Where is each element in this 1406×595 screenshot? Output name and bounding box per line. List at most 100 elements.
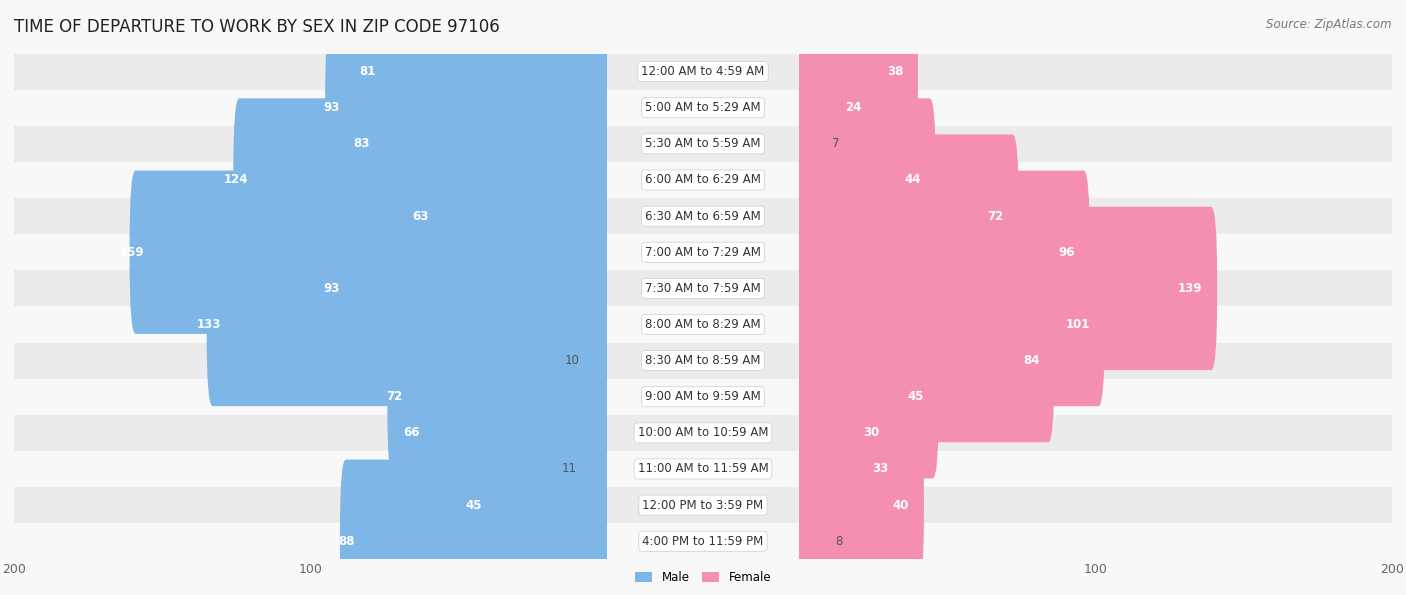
Bar [606, 451, 800, 487]
Bar [606, 343, 800, 378]
Text: 7:00 AM to 7:29 AM: 7:00 AM to 7:29 AM [645, 246, 761, 259]
Bar [14, 90, 606, 126]
FancyBboxPatch shape [793, 315, 939, 478]
Text: 93: 93 [323, 101, 340, 114]
Text: 12:00 AM to 4:59 AM: 12:00 AM to 4:59 AM [641, 65, 765, 78]
FancyBboxPatch shape [387, 315, 613, 478]
Text: 101: 101 [1066, 318, 1090, 331]
FancyBboxPatch shape [793, 171, 1090, 334]
Text: 7: 7 [832, 137, 839, 151]
Bar [800, 343, 1392, 378]
Bar [800, 234, 1392, 270]
Text: 83: 83 [353, 137, 370, 151]
Text: 139: 139 [1178, 282, 1202, 295]
Text: 9:00 AM to 9:59 AM: 9:00 AM to 9:59 AM [645, 390, 761, 403]
FancyBboxPatch shape [571, 279, 613, 442]
Text: 63: 63 [412, 209, 429, 223]
Bar [800, 90, 1392, 126]
Bar [606, 415, 800, 451]
Bar [606, 198, 800, 234]
Text: 81: 81 [359, 65, 375, 78]
Bar [14, 126, 606, 162]
Text: 24: 24 [845, 101, 862, 114]
Text: 45: 45 [907, 390, 924, 403]
FancyBboxPatch shape [793, 243, 1105, 406]
Bar [800, 415, 1392, 451]
Bar [606, 234, 800, 270]
FancyBboxPatch shape [233, 98, 613, 262]
Bar [14, 198, 606, 234]
FancyBboxPatch shape [354, 62, 613, 226]
Legend: Male, Female: Male, Female [630, 566, 776, 589]
FancyBboxPatch shape [325, 206, 613, 370]
FancyBboxPatch shape [413, 134, 613, 298]
Bar [14, 487, 606, 523]
Bar [14, 54, 606, 90]
Bar [800, 487, 1392, 523]
Text: 30: 30 [863, 427, 879, 439]
Text: 7:30 AM to 7:59 AM: 7:30 AM to 7:59 AM [645, 282, 761, 295]
Text: 159: 159 [120, 246, 145, 259]
Text: 40: 40 [893, 499, 910, 512]
FancyBboxPatch shape [793, 134, 1019, 298]
FancyBboxPatch shape [793, 98, 936, 262]
Bar [14, 270, 606, 306]
FancyBboxPatch shape [793, 26, 876, 189]
Text: 72: 72 [385, 390, 402, 403]
Text: 96: 96 [1059, 246, 1076, 259]
Text: Source: ZipAtlas.com: Source: ZipAtlas.com [1267, 18, 1392, 31]
Bar [800, 54, 1392, 90]
Bar [800, 523, 1392, 559]
FancyBboxPatch shape [325, 26, 613, 189]
Text: 88: 88 [339, 535, 354, 548]
FancyBboxPatch shape [793, 279, 1054, 442]
FancyBboxPatch shape [129, 171, 613, 334]
Bar [14, 415, 606, 451]
Text: 12:00 PM to 3:59 PM: 12:00 PM to 3:59 PM [643, 499, 763, 512]
Bar [606, 126, 800, 162]
Text: 8:00 AM to 8:29 AM: 8:00 AM to 8:29 AM [645, 318, 761, 331]
Bar [800, 162, 1392, 198]
FancyBboxPatch shape [207, 243, 613, 406]
Text: 8:30 AM to 8:59 AM: 8:30 AM to 8:59 AM [645, 354, 761, 367]
Bar [800, 198, 1392, 234]
FancyBboxPatch shape [340, 459, 613, 595]
Text: 6:00 AM to 6:29 AM: 6:00 AM to 6:29 AM [645, 174, 761, 186]
FancyBboxPatch shape [793, 424, 924, 587]
Text: 6:30 AM to 6:59 AM: 6:30 AM to 6:59 AM [645, 209, 761, 223]
Text: 8: 8 [835, 535, 842, 548]
Text: 45: 45 [465, 499, 482, 512]
Text: 5:00 AM to 5:29 AM: 5:00 AM to 5:29 AM [645, 101, 761, 114]
Bar [800, 270, 1392, 306]
Bar [800, 378, 1392, 415]
Text: 93: 93 [323, 282, 340, 295]
Text: 133: 133 [197, 318, 221, 331]
Bar [14, 378, 606, 415]
Bar [800, 451, 1392, 487]
Text: 11:00 AM to 11:59 AM: 11:00 AM to 11:59 AM [638, 462, 768, 475]
Text: 4:00 PM to 11:59 PM: 4:00 PM to 11:59 PM [643, 535, 763, 548]
Bar [14, 451, 606, 487]
FancyBboxPatch shape [361, 0, 613, 154]
FancyBboxPatch shape [793, 0, 918, 154]
Text: 11: 11 [562, 462, 576, 475]
Text: 66: 66 [404, 427, 420, 439]
FancyBboxPatch shape [467, 424, 613, 587]
Bar [606, 306, 800, 343]
Text: 72: 72 [987, 209, 1004, 223]
Text: 84: 84 [1024, 354, 1039, 367]
FancyBboxPatch shape [793, 206, 1218, 370]
Bar [606, 54, 800, 90]
FancyBboxPatch shape [793, 387, 903, 550]
FancyBboxPatch shape [568, 387, 613, 550]
Text: 33: 33 [872, 462, 889, 475]
Bar [14, 343, 606, 378]
Bar [606, 162, 800, 198]
Bar [606, 270, 800, 306]
Text: 124: 124 [224, 174, 247, 186]
Bar [14, 306, 606, 343]
FancyBboxPatch shape [405, 351, 613, 515]
Text: 44: 44 [904, 174, 921, 186]
Bar [606, 90, 800, 126]
Bar [606, 487, 800, 523]
